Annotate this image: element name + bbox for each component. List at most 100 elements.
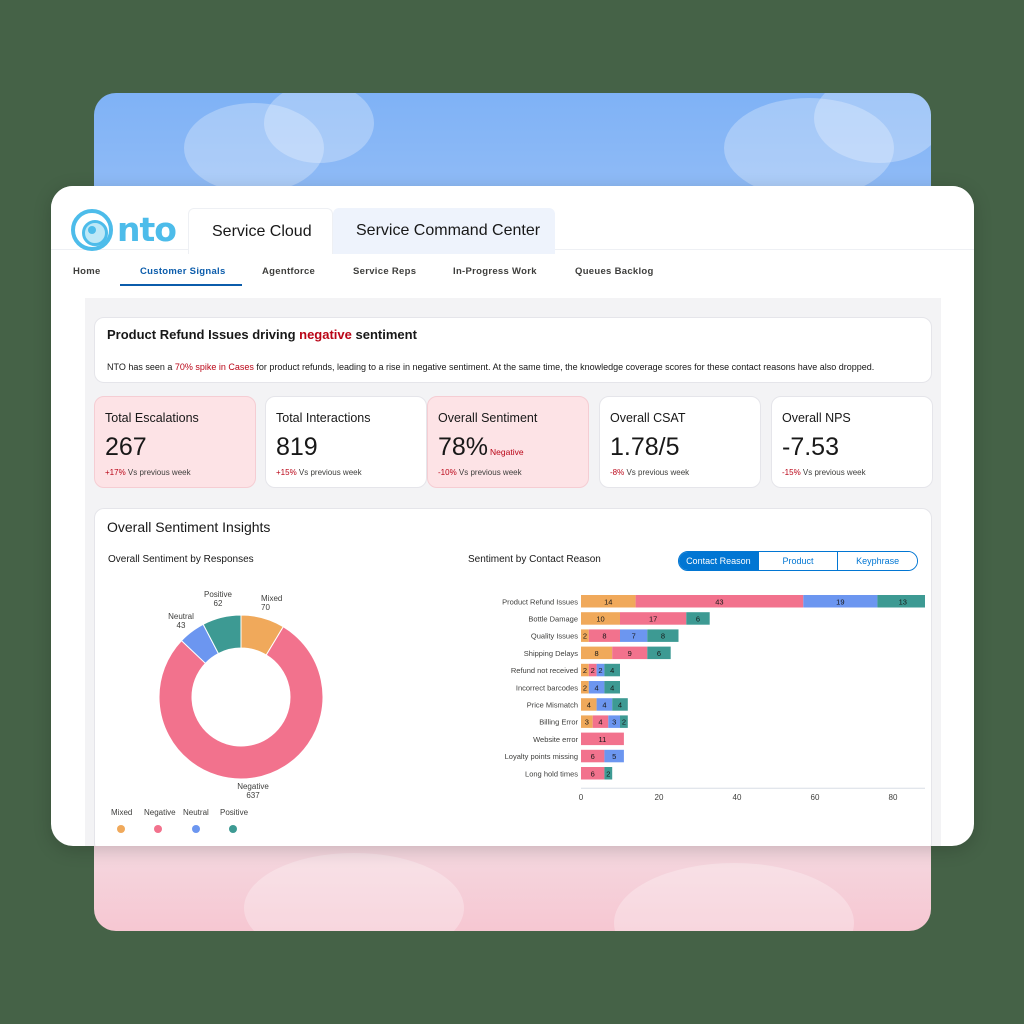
kpi-total-escalations[interactable]: Total Escalations 267 +17% Vs previous w… [94,396,256,488]
bar-category-label: Bottle Damage [528,614,578,623]
legend-dot-negative [154,825,162,833]
bar-segment-negative[interactable] [581,767,605,780]
kpi-overall-csat[interactable]: Overall CSAT 1.78/5 -8% Vs previous week [599,396,761,488]
bar-segment-negative[interactable] [581,749,605,763]
donut-label-negative: Negative [237,782,269,791]
banner-title-highlight: negative [299,327,352,342]
bar-data-label: 2 [583,632,587,641]
x-tick-label: 60 [811,793,820,802]
bar-segment-positive[interactable] [686,612,710,625]
dashboard-content: Product Refund Issues driving negative s… [85,298,941,846]
bar-segment-mixed[interactable] [581,629,589,642]
x-tick-label: 20 [655,793,664,802]
bar-category-label: Long hold times [525,769,578,778]
bar-segment-mixed[interactable] [581,681,589,694]
donut-slice-positive[interactable] [202,614,242,655]
kpi-overall-nps[interactable]: Overall NPS -7.53 -15% Vs previous week [771,396,933,488]
bar-data-label: 5 [612,752,616,761]
bar-segment-mixed[interactable] [581,612,620,625]
bar-data-label: 11 [599,735,607,744]
kpi-label: Overall Sentiment [438,411,538,425]
bar-segment-negative[interactable] [612,646,648,660]
bar-segment-negative[interactable] [592,715,609,728]
toggle-keyphrase[interactable]: Keyphrase [837,552,917,570]
donut-chart-title: Overall Sentiment by Responses [108,554,254,565]
kpi-label: Overall CSAT [610,411,686,425]
bar-segment-negative[interactable] [635,595,804,608]
bar-segment-positive[interactable] [612,698,628,711]
toggle-product[interactable]: Product [757,552,838,570]
legend-label-neutral: Neutral [183,808,209,817]
kpi-label: Overall NPS [782,411,851,425]
legend-label-mixed: Mixed [111,808,133,817]
kpi-delta: -10% Vs previous week [438,468,522,477]
bar-segment-neutral[interactable] [604,749,624,763]
nav-service-reps[interactable]: Service Reps [353,266,417,277]
tab-service-cloud[interactable]: Service Cloud [188,208,333,254]
bar-data-label: 9 [628,649,632,658]
bar-data-label: 10 [596,614,604,623]
bar-data-label: 7 [632,632,636,641]
nav-customer-signals[interactable]: Customer Signals [120,264,242,286]
kpi-label: Total Interactions [276,411,371,425]
bar-data-label: 4 [610,683,614,692]
bar-data-label: 19 [836,597,844,606]
bar-data-label: 6 [591,752,595,761]
bar-category-label: Website error [533,735,578,744]
bar-data-label: 3 [585,718,589,727]
bar-segment-mixed[interactable] [581,646,613,660]
x-tick-label: 80 [889,793,898,802]
legend-dot-positive [229,825,237,833]
x-tick-label: 40 [733,793,742,802]
kpi-total-interactions[interactable]: Total Interactions 819 +15% Vs previous … [265,396,427,488]
bar-segment-negative[interactable] [581,732,624,746]
kpi-overall-sentiment[interactable]: Overall Sentiment 78% Negative -10% Vs pr… [427,396,589,488]
kpi-label: Total Escalations [105,411,199,425]
bar-data-label: 3 [612,718,616,727]
bar-segment-positive[interactable] [604,767,613,780]
kpi-value: -7.53 [782,433,839,461]
bar-category-label: Shipping Delays [524,649,578,658]
nav-in-progress-work[interactable]: In-Progress Work [453,266,537,277]
bar-segment-negative[interactable] [620,612,687,625]
kpi-delta: -15% Vs previous week [782,468,866,477]
toggle-contact-reason[interactable]: Contact Reason [679,552,758,570]
nav-queues-backlog[interactable]: Queues Backlog [575,266,654,277]
legend-label-positive: Positive [220,808,249,817]
bar-data-label: 14 [604,597,612,606]
donut-slice-negative[interactable] [158,626,324,780]
bar-data-label: 2 [591,666,595,675]
bar-segment-neutral[interactable] [803,595,878,608]
bar-segment-negative[interactable] [588,663,597,677]
bar-segment-positive[interactable] [620,715,628,728]
tab-service-command-center[interactable]: Service Command Center [333,208,555,254]
bar-segment-neutral[interactable] [596,698,613,711]
bar-category-label: Quality Issues [531,632,578,641]
bar-segment-negative[interactable] [588,629,620,642]
app-header: nto Service Cloud Service Command Center [51,186,974,254]
nav-home[interactable]: Home [73,266,101,277]
nav-agentforce[interactable]: Agentforce [262,266,316,277]
sentiment-badge: Negative [490,447,524,457]
bar-segment-positive[interactable] [604,681,620,694]
bar-segment-positive[interactable] [877,595,925,608]
bar-segment-positive[interactable] [647,629,679,642]
bar-segment-positive[interactable] [647,646,671,660]
bar-segment-neutral[interactable] [596,663,605,677]
bar-data-label: 4 [595,683,599,692]
bar-segment-neutral[interactable] [588,681,605,694]
bar-data-label: 43 [715,597,723,606]
bar-segment-positive[interactable] [604,663,620,677]
bar-segment-mixed[interactable] [581,715,593,728]
bar-segment-mixed[interactable] [581,663,589,677]
bar-category-label: Incorrect barcodes [516,683,578,692]
bar-segment-mixed[interactable] [581,698,597,711]
insights-title: Overall Sentiment Insights [107,519,271,535]
bar-segment-neutral[interactable] [608,715,620,728]
bar-segment-neutral[interactable] [620,629,648,642]
navigation-bar: Home Customer Signals Agentforce Service… [51,264,974,286]
bar-category-label: Loyalty points missing [505,752,578,761]
bar-segment-mixed[interactable] [581,595,636,608]
bar-data-label: 8 [595,649,599,658]
